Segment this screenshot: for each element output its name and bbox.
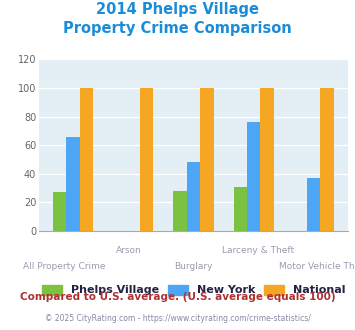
Bar bbox=[80, 88, 93, 231]
Bar bbox=[140, 88, 153, 231]
Bar bbox=[321, 88, 334, 231]
Text: © 2025 CityRating.com - https://www.cityrating.com/crime-statistics/: © 2025 CityRating.com - https://www.city… bbox=[45, 314, 310, 323]
Text: Property Crime Comparison: Property Crime Comparison bbox=[63, 21, 292, 36]
Bar bbox=[66, 137, 80, 231]
Text: Compared to U.S. average. (U.S. average equals 100): Compared to U.S. average. (U.S. average … bbox=[20, 292, 335, 302]
Bar bbox=[234, 187, 247, 231]
Text: 2014 Phelps Village: 2014 Phelps Village bbox=[96, 2, 259, 16]
Bar bbox=[187, 162, 200, 231]
Bar bbox=[200, 88, 213, 231]
Text: Arson: Arson bbox=[116, 246, 142, 255]
Text: Larceny & Theft: Larceny & Theft bbox=[222, 246, 294, 255]
Bar bbox=[247, 122, 260, 231]
Bar bbox=[174, 191, 187, 231]
Bar bbox=[307, 178, 321, 231]
Text: All Property Crime: All Property Crime bbox=[23, 262, 105, 271]
Bar bbox=[260, 88, 274, 231]
Text: Motor Vehicle Theft: Motor Vehicle Theft bbox=[279, 262, 355, 271]
Bar bbox=[53, 192, 66, 231]
Legend: Phelps Village, New York, National: Phelps Village, New York, National bbox=[42, 284, 345, 295]
Text: Burglary: Burglary bbox=[174, 262, 213, 271]
